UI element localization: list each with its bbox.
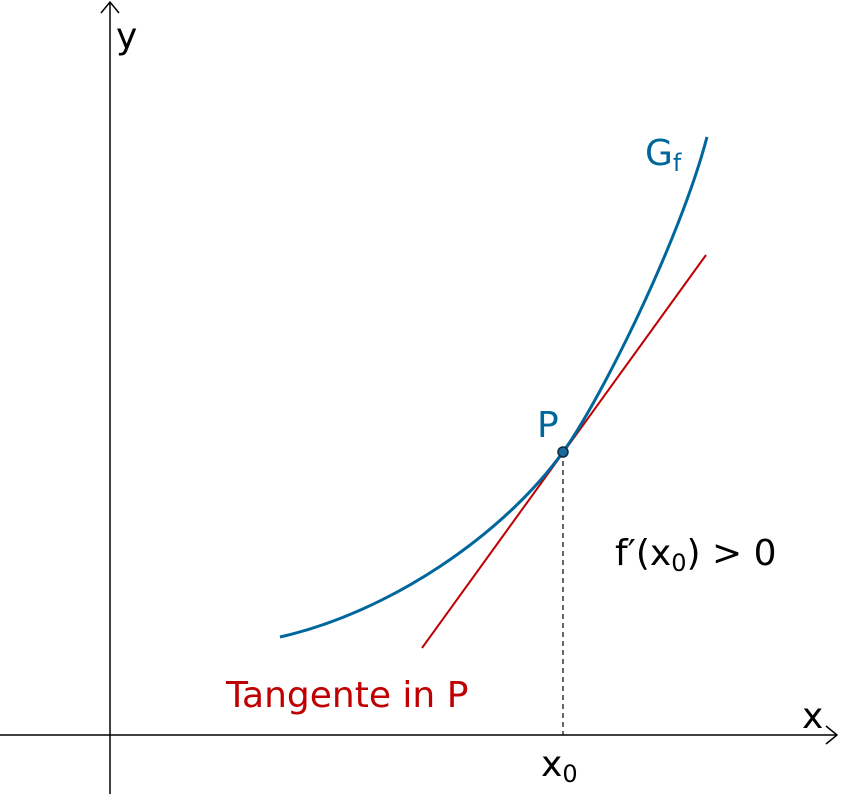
condition-sub: 0 [671, 549, 686, 577]
condition-before: f′(x [615, 533, 671, 574]
x0-label: x0 [541, 744, 578, 788]
point-p [557, 446, 569, 458]
condition-after: ) > 0 [686, 533, 776, 574]
y-axis-label: y [116, 16, 137, 57]
y-arrow [100, 0, 120, 14]
x0-main: x [541, 744, 562, 785]
x0-sub: 0 [562, 760, 577, 788]
condition-label: f′(x0) > 0 [615, 533, 776, 577]
graph-label-main: G [645, 133, 673, 174]
graph-label-sub: f [673, 149, 682, 177]
x-arrow [825, 725, 839, 745]
x-axis-label: x [802, 696, 823, 737]
tangent-label: Tangente in P [225, 675, 468, 716]
graph-label: Gf [645, 133, 682, 177]
point-label: P [537, 405, 559, 446]
